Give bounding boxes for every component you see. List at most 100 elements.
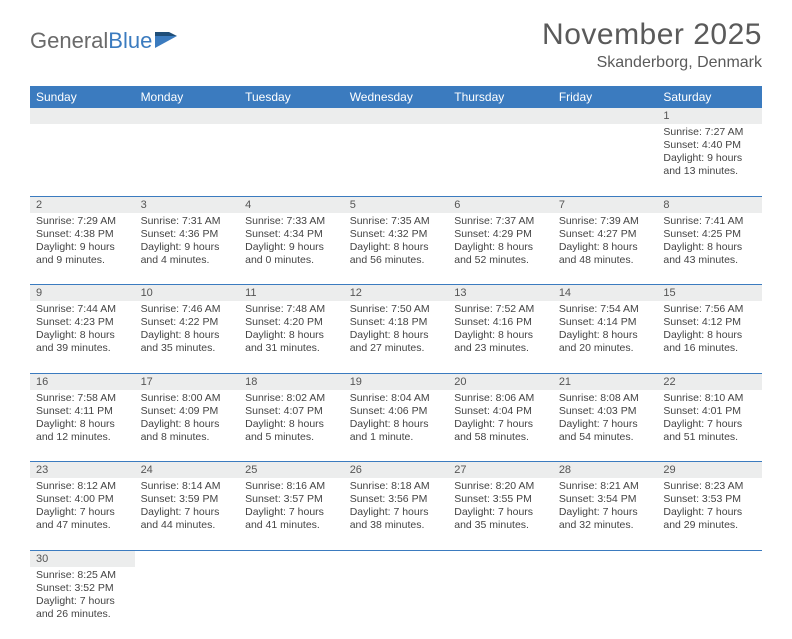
calendar-table: SundayMondayTuesdayWednesdayThursdayFrid…: [30, 86, 762, 639]
daylight-line: Daylight: 7 hours and 58 minutes.: [454, 418, 547, 444]
daylight-line: Daylight: 7 hours and 41 minutes.: [245, 506, 338, 532]
location-label: Skanderborg, Denmark: [542, 54, 762, 72]
daylight-line: Daylight: 7 hours and 38 minutes.: [350, 506, 443, 532]
sunrise-line: Sunrise: 8:10 AM: [663, 392, 756, 405]
day-number-cell: 2: [30, 196, 135, 213]
sunset-line: Sunset: 4:22 PM: [141, 316, 234, 329]
day-number-cell: [344, 550, 449, 567]
month-title: November 2025: [542, 18, 762, 52]
day-number-cell: 5: [344, 196, 449, 213]
sunrise-line: Sunrise: 8:14 AM: [141, 480, 234, 493]
title-block: November 2025 Skanderborg, Denmark: [542, 18, 762, 72]
day-number-cell: [553, 108, 658, 124]
sunset-line: Sunset: 4:01 PM: [663, 405, 756, 418]
sunset-line: Sunset: 4:00 PM: [36, 493, 129, 506]
logo-text-general: General: [30, 28, 108, 54]
day-detail-cell: [553, 124, 658, 196]
day-detail-cell: Sunrise: 7:46 AMSunset: 4:22 PMDaylight:…: [135, 301, 240, 373]
sunset-line: Sunset: 4:11 PM: [36, 405, 129, 418]
daylight-line: Daylight: 8 hours and 16 minutes.: [663, 329, 756, 355]
day-number-cell: 13: [448, 285, 553, 302]
day-number-cell: 17: [135, 373, 240, 390]
sunset-line: Sunset: 3:53 PM: [663, 493, 756, 506]
weekday-header: Monday: [135, 86, 240, 108]
weekday-header-row: SundayMondayTuesdayWednesdayThursdayFrid…: [30, 86, 762, 108]
day-number-cell: 8: [657, 196, 762, 213]
sunset-line: Sunset: 4:03 PM: [559, 405, 652, 418]
sunset-line: Sunset: 4:06 PM: [350, 405, 443, 418]
day-number-cell: [135, 550, 240, 567]
day-number-cell: 25: [239, 462, 344, 479]
day-number-cell: [448, 550, 553, 567]
day-detail-cell: [239, 124, 344, 196]
daylight-line: Daylight: 8 hours and 52 minutes.: [454, 241, 547, 267]
day-detail-cell: [553, 567, 658, 639]
day-detail-cell: Sunrise: 8:20 AMSunset: 3:55 PMDaylight:…: [448, 478, 553, 550]
flag-icon: [155, 28, 179, 54]
day-detail-row: Sunrise: 8:12 AMSunset: 4:00 PMDaylight:…: [30, 478, 762, 550]
daylight-line: Daylight: 7 hours and 47 minutes.: [36, 506, 129, 532]
daylight-line: Daylight: 7 hours and 29 minutes.: [663, 506, 756, 532]
day-detail-cell: Sunrise: 7:29 AMSunset: 4:38 PMDaylight:…: [30, 213, 135, 285]
day-detail-cell: Sunrise: 7:44 AMSunset: 4:23 PMDaylight:…: [30, 301, 135, 373]
day-number-cell: 9: [30, 285, 135, 302]
logo: GeneralBlue: [30, 28, 179, 54]
day-detail-cell: Sunrise: 7:52 AMSunset: 4:16 PMDaylight:…: [448, 301, 553, 373]
day-number-cell: 21: [553, 373, 658, 390]
sunrise-line: Sunrise: 8:16 AM: [245, 480, 338, 493]
day-detail-cell: Sunrise: 8:18 AMSunset: 3:56 PMDaylight:…: [344, 478, 449, 550]
day-detail-cell: [135, 567, 240, 639]
day-detail-cell: Sunrise: 8:06 AMSunset: 4:04 PMDaylight:…: [448, 390, 553, 462]
weekday-header: Saturday: [657, 86, 762, 108]
day-detail-cell: Sunrise: 8:08 AMSunset: 4:03 PMDaylight:…: [553, 390, 658, 462]
sunset-line: Sunset: 4:25 PM: [663, 228, 756, 241]
day-number-cell: [553, 550, 658, 567]
day-detail-row: Sunrise: 7:58 AMSunset: 4:11 PMDaylight:…: [30, 390, 762, 462]
day-number-row: 23242526272829: [30, 462, 762, 479]
daylight-line: Daylight: 7 hours and 44 minutes.: [141, 506, 234, 532]
day-detail-row: Sunrise: 7:27 AMSunset: 4:40 PMDaylight:…: [30, 124, 762, 196]
day-number-cell: 10: [135, 285, 240, 302]
day-number-cell: 7: [553, 196, 658, 213]
sunset-line: Sunset: 4:14 PM: [559, 316, 652, 329]
day-number-cell: [657, 550, 762, 567]
day-detail-cell: [30, 124, 135, 196]
day-detail-cell: Sunrise: 7:35 AMSunset: 4:32 PMDaylight:…: [344, 213, 449, 285]
daylight-line: Daylight: 8 hours and 27 minutes.: [350, 329, 443, 355]
day-detail-cell: [344, 567, 449, 639]
sunset-line: Sunset: 4:23 PM: [36, 316, 129, 329]
daylight-line: Daylight: 8 hours and 20 minutes.: [559, 329, 652, 355]
day-detail-cell: Sunrise: 7:37 AMSunset: 4:29 PMDaylight:…: [448, 213, 553, 285]
sunset-line: Sunset: 4:36 PM: [141, 228, 234, 241]
daylight-line: Daylight: 8 hours and 1 minute.: [350, 418, 443, 444]
sunrise-line: Sunrise: 7:33 AM: [245, 215, 338, 228]
day-number-cell: [239, 108, 344, 124]
day-detail-cell: Sunrise: 8:00 AMSunset: 4:09 PMDaylight:…: [135, 390, 240, 462]
day-detail-cell: Sunrise: 7:27 AMSunset: 4:40 PMDaylight:…: [657, 124, 762, 196]
day-number-cell: 30: [30, 550, 135, 567]
sunrise-line: Sunrise: 8:04 AM: [350, 392, 443, 405]
day-number-cell: [135, 108, 240, 124]
day-detail-cell: Sunrise: 7:54 AMSunset: 4:14 PMDaylight:…: [553, 301, 658, 373]
sunrise-line: Sunrise: 7:31 AM: [141, 215, 234, 228]
sunrise-line: Sunrise: 7:27 AM: [663, 126, 756, 139]
daylight-line: Daylight: 8 hours and 39 minutes.: [36, 329, 129, 355]
day-number-cell: 20: [448, 373, 553, 390]
day-number-cell: [239, 550, 344, 567]
day-detail-cell: Sunrise: 8:25 AMSunset: 3:52 PMDaylight:…: [30, 567, 135, 639]
sunset-line: Sunset: 4:40 PM: [663, 139, 756, 152]
sunset-line: Sunset: 4:07 PM: [245, 405, 338, 418]
day-number-cell: 11: [239, 285, 344, 302]
day-number-cell: 3: [135, 196, 240, 213]
sunrise-line: Sunrise: 7:44 AM: [36, 303, 129, 316]
day-number-cell: 27: [448, 462, 553, 479]
day-number-row: 9101112131415: [30, 285, 762, 302]
sunrise-line: Sunrise: 8:00 AM: [141, 392, 234, 405]
day-detail-cell: [448, 124, 553, 196]
sunrise-line: Sunrise: 7:48 AM: [245, 303, 338, 316]
day-detail-cell: [657, 567, 762, 639]
day-number-cell: 22: [657, 373, 762, 390]
day-number-cell: 18: [239, 373, 344, 390]
sunrise-line: Sunrise: 7:46 AM: [141, 303, 234, 316]
sunset-line: Sunset: 4:34 PM: [245, 228, 338, 241]
